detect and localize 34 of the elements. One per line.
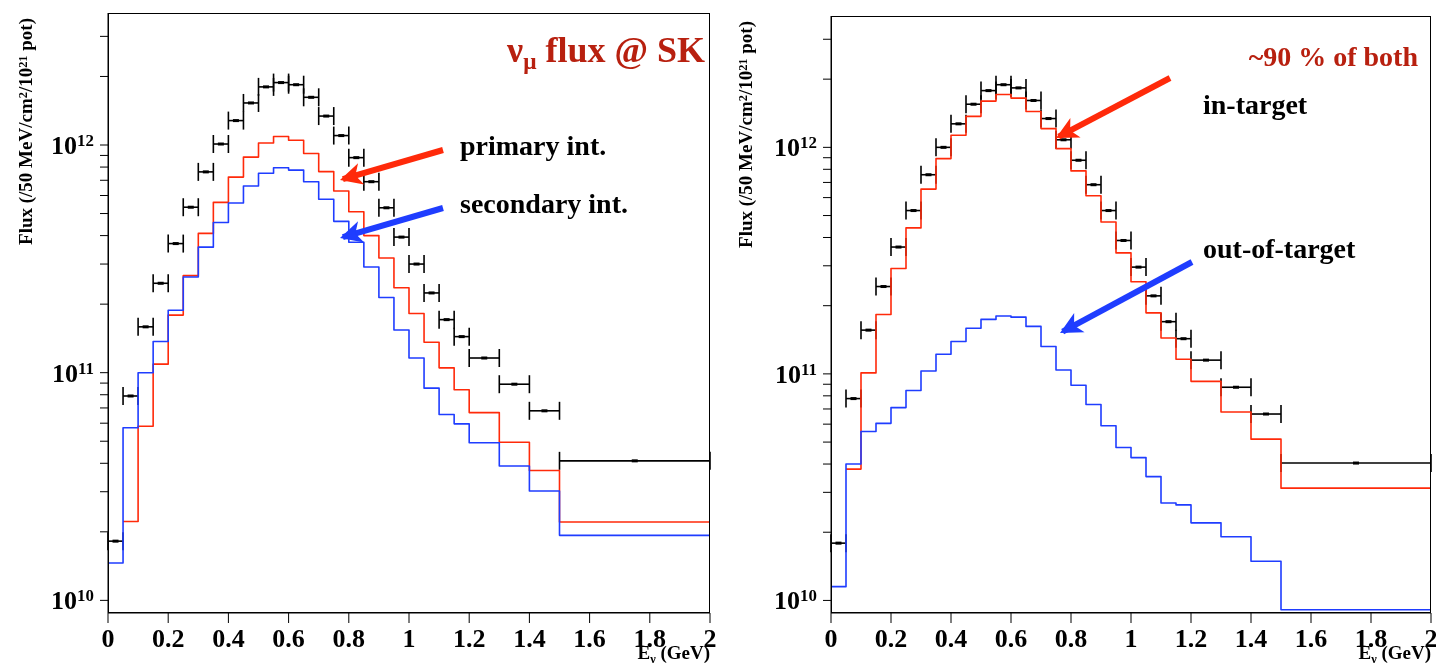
point bbox=[1203, 358, 1209, 362]
point bbox=[1233, 385, 1239, 389]
annotation: secondary int. bbox=[460, 188, 628, 219]
annotation: in-target bbox=[1203, 89, 1308, 120]
annotation: ν$_{μ}$ flux @ SK bbox=[506, 30, 705, 74]
point bbox=[1353, 461, 1359, 465]
point bbox=[1263, 412, 1269, 416]
annotation: ~90 % of both bbox=[1248, 41, 1419, 72]
x-tick-label: 1.2 bbox=[452, 624, 486, 653]
x-tick-label: 0.2 bbox=[151, 624, 185, 653]
y-tick-label: 10$^{10}$ bbox=[51, 586, 94, 616]
x-tick-label: 0.2 bbox=[874, 624, 908, 653]
x-tick-label: 1 bbox=[402, 624, 416, 653]
x-tick-label: 1.6 bbox=[573, 624, 606, 653]
y-tick-label: 10$^{12}$ bbox=[774, 133, 817, 163]
x-tick-label: 0.6 bbox=[272, 624, 305, 653]
x-tick-label: 1.2 bbox=[1174, 624, 1208, 653]
x-tick-label: 0.8 bbox=[332, 624, 366, 653]
x-tick-label: 0 bbox=[101, 624, 115, 653]
x-tick-label: 1.6 bbox=[1294, 624, 1328, 653]
y-tick-label: 10$^{10}$ bbox=[774, 586, 817, 616]
x-tick-label: 0.4 bbox=[934, 624, 968, 653]
annotation: primary int. bbox=[460, 130, 607, 161]
x-tick-label: 0.4 bbox=[212, 624, 245, 653]
x-tick-label: 1 bbox=[1124, 624, 1138, 653]
x-tick-label: 0 bbox=[824, 624, 838, 653]
y-tick-label: 10$^{12}$ bbox=[51, 131, 94, 160]
x-tick-label: 0.8 bbox=[1054, 624, 1088, 653]
y-tick-label: 10$^{11}$ bbox=[52, 358, 94, 388]
x-tick-label: 0.6 bbox=[994, 624, 1028, 653]
y-tick-label: 10$^{11}$ bbox=[775, 359, 817, 389]
annotation: out-of-target bbox=[1203, 233, 1357, 264]
x-tick-label: 1.4 bbox=[513, 624, 546, 653]
x-tick-label: 1.4 bbox=[1234, 624, 1268, 653]
